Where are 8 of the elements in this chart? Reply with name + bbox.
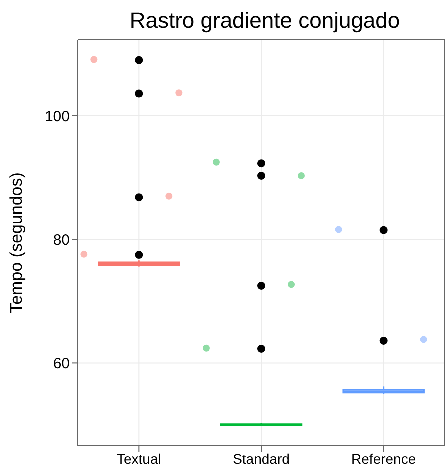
- x-tick-label: Textual: [116, 450, 162, 467]
- y-tick-label: 100: [44, 108, 70, 126]
- y-tick-label: 80: [53, 232, 70, 249]
- x-tick-label: Reference: [352, 450, 416, 467]
- chart-title: Rastro gradiente conjugado: [128, 8, 402, 34]
- x-tick-label: Standard: [233, 450, 290, 467]
- y-axis-title: Tempo (segundos): [7, 172, 26, 314]
- y-tick-label: 60: [53, 356, 70, 373]
